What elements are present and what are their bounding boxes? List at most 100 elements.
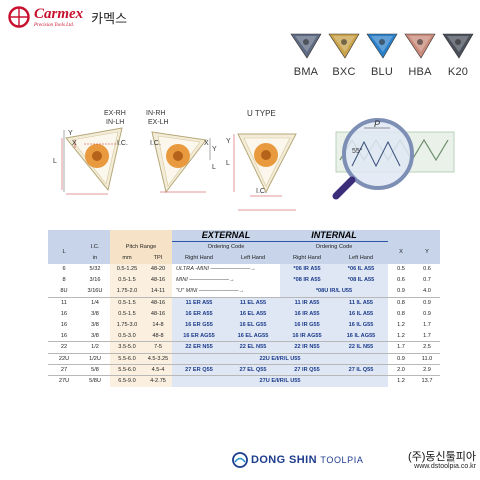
cell-int-left-hand: 16 IL AG55 — [346, 333, 376, 340]
cell-int-left-hand: *08 IL A55 — [347, 277, 375, 284]
cell-ic: 5/8U — [89, 378, 101, 385]
grade-bxc: BXC — [326, 30, 362, 78]
cell-ic: 1/2U — [89, 355, 101, 362]
company-url: www.dstoolpia.co.kr — [414, 463, 476, 470]
company-name: DONG SHIN — [251, 454, 317, 466]
cell-pitch-mm: 1.75-3.0 — [116, 322, 138, 329]
arrow-right-icon: ──────────→ — [189, 277, 235, 284]
cell-int-right-hand: 16 IR G55 — [294, 322, 320, 329]
col-int-left-hand: Left Hand — [348, 254, 374, 261]
label-ex-lh: EX-LH — [148, 119, 169, 126]
cell-x: 1.2 — [397, 378, 405, 385]
label-x-2: X — [204, 140, 209, 147]
company-korean-name: (주)동신툴피아 — [407, 451, 476, 463]
cell-x: 1.2 — [397, 322, 405, 329]
insert-icon — [328, 33, 360, 59]
cell-x: 0.5 — [397, 266, 405, 273]
cell-int-left-hand: 11 IL A55 — [349, 299, 373, 306]
cell-int-right-hand: 27 IR Q55 — [294, 366, 320, 373]
cell-x: 0.9 — [397, 355, 405, 362]
label-l-2: L — [212, 164, 216, 171]
cell-pitch-tpi: 48-16 — [150, 299, 166, 306]
brand-korean-name: 카멕스 — [91, 10, 128, 26]
cell-ext-left-hand: 27 EL Q55 — [239, 366, 267, 373]
cell-y: 13.7 — [421, 378, 433, 385]
col-y: Y — [425, 249, 429, 256]
cell-ext-left-hand: 11 EL A55 — [239, 299, 267, 306]
label-l-3: L — [226, 160, 230, 167]
table-row: 6 5/32 0.5-1.25 48-20 ULTRA -MINI ──────────… — [48, 263, 440, 275]
grade-blu: BLU — [364, 30, 400, 78]
col-ext-left-hand: Left Hand — [240, 254, 266, 261]
cell-ic: 3/8 — [91, 310, 99, 317]
cell-int-left-hand: *06 IL A55 — [347, 266, 375, 273]
cell-int-right-hand: *06 IR A55 — [293, 266, 321, 273]
cell-y: 0.7 — [423, 277, 431, 284]
table-row: 16 3/8 1.75-3.0 14-8 16 ER G55 16 EL G55 16 IR… — [48, 319, 440, 331]
u-type-insert-drawing — [233, 133, 297, 211]
col-ordering-code-int: Ordering Code — [315, 244, 353, 251]
brand-name: Carmex — [34, 5, 84, 22]
cell-y: 2.9 — [423, 366, 431, 373]
grade-k20: K20 — [440, 30, 476, 78]
cell-l: 16 — [60, 333, 68, 340]
cell-x: 0.9 — [397, 288, 405, 295]
cell-pitch-mm: 0.5-3.0 — [118, 333, 136, 340]
label-ic-2: I.C. — [150, 140, 161, 147]
cell-ic: 1/4 — [91, 299, 99, 306]
cell-u-code: 27U E/I/R/L U55 — [259, 378, 301, 385]
col-ext-right-hand: Right Hand — [185, 254, 213, 261]
cell-ic: 3/16U — [87, 288, 103, 295]
cell-x: 0.8 — [397, 310, 405, 317]
label-in-lh: IN-LH — [106, 119, 125, 126]
cell-insert-type: "U" MINI — [176, 288, 198, 295]
cell-ic: 1/2 — [91, 344, 99, 351]
cell-x: 0.8 — [397, 299, 405, 306]
cell-ext-right-hand: 11 ER A55 — [185, 299, 213, 306]
cell-pitch-tpi: 14-11 — [151, 288, 165, 295]
cell-l: 16 — [60, 310, 68, 317]
cell-l: 27U — [58, 378, 70, 385]
cell-ext-right-hand: 16 ER A55 — [185, 310, 213, 317]
cell-ic: 3/16 — [89, 277, 101, 284]
insert-drawing — [61, 118, 455, 211]
cell-pitch-mm: 0.5-1.5 — [118, 299, 136, 306]
cell-x: 0.6 — [397, 277, 405, 284]
label-angle: 55° — [352, 148, 363, 155]
cell-ext-left-hand: 16 EL AG55 — [237, 333, 269, 340]
cell-int-right-hand: 22 IR N55 — [294, 344, 320, 351]
cell-int-right-hand: *08 IR A55 — [293, 277, 321, 284]
cell-int-left-hand: 16 IL A55 — [348, 310, 374, 317]
cell-pitch-tpi: 4.5-3.25 — [147, 355, 169, 362]
external-title: EXTERNAL — [201, 230, 251, 241]
cell-pitch-mm: 0.5-1.5 — [118, 310, 136, 317]
cell-ext-left-hand: 22 EL N55 — [239, 344, 267, 351]
cell-u-code: 22U E/I/R/L U55 — [259, 355, 301, 362]
cell-int-right-hand: 11 IR A55 — [294, 299, 320, 306]
cell-ext-right-hand: 16 ER G55 — [185, 322, 213, 329]
label-l-1: L — [53, 158, 57, 165]
cell-ic: 5/32 — [89, 266, 101, 273]
col-x: X — [399, 249, 403, 256]
dongshin-logo: DONG SHIN TOOLPIA — [232, 452, 363, 468]
cell-y: 2.5 — [423, 344, 431, 351]
cell-y: 1.7 — [423, 322, 431, 329]
cell-pitch-mm: 0.5-1.25 — [116, 266, 138, 273]
cell-pitch-mm: 1.75-2.0 — [116, 288, 138, 295]
spec-table: EXTERNAL INTERNAL L I.C. Pitch Range Ord… — [48, 230, 440, 387]
label-ic-1: I.C. — [117, 140, 128, 147]
table-row: 11 1/4 0.5-1.5 48-16 11 ER A55 11 EL A55 11 IR… — [48, 296, 440, 309]
cell-l: 11 — [61, 299, 67, 306]
ex-rh-insert-drawing — [61, 127, 123, 195]
cell-l: 22U — [58, 355, 70, 362]
grade-inserts: BMA BXC BLU HBA K20 — [288, 30, 478, 86]
cell-int-left-hand: 22 IL N55 — [348, 344, 374, 351]
col-ordering-code-ext: Ordering Code — [207, 244, 245, 251]
arrow-right-icon: ──────────→ — [210, 266, 256, 273]
cell-l: 22 — [60, 344, 68, 351]
cell-l: 8U — [60, 288, 68, 295]
cell-pitch-tpi: 48-16 — [150, 277, 166, 284]
magnifier-thread-drawing — [332, 118, 455, 200]
carmex-logo-icon — [8, 6, 30, 28]
cell-pitch-mm: 0.5-1.5 — [118, 277, 136, 284]
